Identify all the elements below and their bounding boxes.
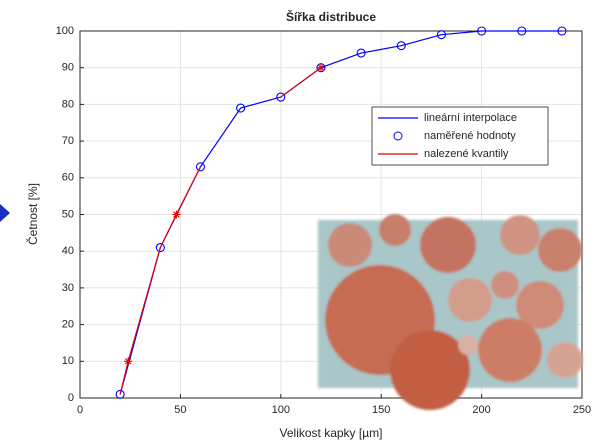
y-tick-label: 40: [62, 245, 74, 257]
x-tick-label: 50: [174, 404, 186, 416]
y-tick-label: 20: [62, 319, 74, 331]
y-tick-label: 10: [62, 355, 74, 367]
y-tick-label: 70: [62, 135, 74, 147]
y-tick-label: 100: [56, 25, 74, 37]
chart-title: Šířka distribuce: [286, 9, 376, 24]
y-tick-label: 80: [62, 98, 74, 110]
x-axis-label: Velikost kapky [µm]: [280, 426, 383, 440]
legend-label: naměřené hodnoty: [424, 130, 516, 142]
x-tick-label: 0: [77, 404, 83, 416]
y-axis-label: Četnost [%]: [25, 183, 40, 245]
y-tick-label: 60: [62, 172, 74, 184]
quantile-point: [124, 357, 132, 365]
x-tick-label: 150: [372, 404, 390, 416]
legend-label: lineární interpolace: [424, 112, 517, 124]
x-tick-label: 100: [272, 404, 290, 416]
y-tick-label: 90: [62, 62, 74, 74]
x-tick-label: 200: [472, 404, 490, 416]
quantile-point: [317, 64, 325, 72]
chart: Šířka distribuce Velikost kapky [µm] Čet…: [0, 0, 594, 444]
legend-label: nalezené kvantily: [424, 148, 509, 160]
y-tick-label: 0: [68, 392, 74, 404]
y-tick-label: 50: [62, 208, 74, 220]
inset-photo: [318, 214, 583, 410]
quantile-point: [172, 211, 180, 219]
legend: lineární interpolace naměřené hodnoty nale…: [372, 107, 548, 165]
y-tick-label: 30: [62, 282, 74, 294]
x-tick-label: 250: [573, 404, 591, 416]
